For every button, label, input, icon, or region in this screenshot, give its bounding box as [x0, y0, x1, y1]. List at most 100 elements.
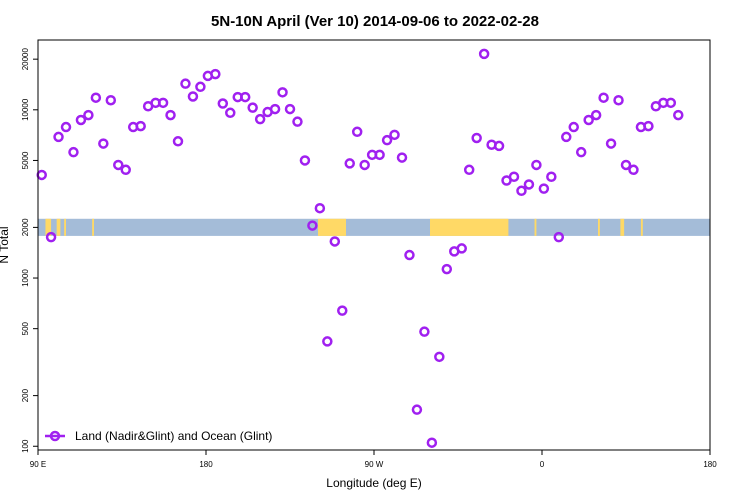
data-point	[165, 109, 176, 121]
y-axis-ticks: 100 200 500 1000 2000 5000 10000 20000	[21, 47, 38, 453]
data-point	[665, 97, 677, 109]
data-point	[546, 171, 557, 183]
land-segment	[92, 218, 94, 236]
data-point	[456, 243, 467, 254]
land-segment	[45, 218, 52, 236]
data-point	[351, 126, 363, 138]
data-point	[411, 404, 423, 415]
data-point	[254, 113, 266, 125]
data-point	[187, 91, 199, 102]
land-segment	[620, 218, 625, 236]
land-segment	[430, 218, 509, 236]
data-point	[605, 138, 617, 149]
data-point	[434, 351, 445, 363]
data-point	[75, 114, 87, 126]
y-tick-label: 2000	[21, 218, 30, 236]
data-point	[598, 92, 609, 103]
data-point	[628, 164, 639, 176]
y-tick-label: 10000	[21, 98, 30, 121]
land-segment	[598, 218, 600, 236]
data-point	[419, 326, 430, 337]
x-tick-label: 0	[540, 460, 545, 469]
x-tick-label: 90 E	[30, 460, 46, 469]
data-point	[337, 305, 348, 316]
land-segment	[640, 218, 643, 236]
data-point	[613, 94, 624, 106]
data-point	[538, 183, 550, 194]
data-point	[180, 78, 191, 89]
x-tick-label: 90 W	[365, 460, 384, 469]
data-point	[508, 171, 520, 183]
data-point	[195, 81, 206, 93]
data-point	[307, 220, 318, 231]
y-tick-label: 100	[21, 439, 30, 453]
legend-label: Land (Nadir&Glint) and Ocean (Glint)	[75, 429, 272, 443]
ocean-band	[38, 218, 710, 236]
data-point	[396, 152, 408, 163]
data-point	[284, 103, 296, 115]
data-point	[314, 202, 326, 214]
data-point	[471, 132, 482, 144]
data-point	[643, 120, 654, 132]
data-point	[322, 336, 333, 347]
data-point	[83, 109, 94, 121]
data-point	[135, 120, 146, 132]
data-point	[68, 146, 79, 158]
y-tick-label: 1000	[21, 269, 30, 287]
data-point	[374, 149, 385, 161]
data-point	[441, 263, 453, 275]
data-point	[60, 121, 72, 133]
data-point	[225, 107, 236, 119]
x-tick-label: 180	[703, 460, 717, 469]
data-point	[53, 131, 64, 143]
legend-marker	[49, 430, 61, 442]
x-axis-ticks: 90 E 180 90 W 0 180	[30, 450, 717, 469]
land-segment	[318, 218, 346, 236]
data-point	[45, 231, 57, 243]
chart-title: 5N-10N April (Ver 10) 2014-09-06 to 2022…	[211, 13, 539, 30]
data-point	[516, 185, 527, 197]
data-point	[292, 116, 303, 127]
legend: Land (Nadir&Glint) and Ocean (Glint)	[45, 429, 272, 443]
data-point	[172, 136, 184, 147]
data-point	[673, 109, 684, 121]
y-tick-label: 5000	[21, 151, 30, 169]
land-segment	[56, 218, 61, 236]
y-tick-label: 200	[21, 388, 30, 402]
data-point	[620, 159, 632, 171]
data-point	[247, 102, 258, 113]
data-point	[239, 91, 251, 103]
data-point	[277, 87, 288, 98]
data-point	[568, 121, 579, 133]
data-point	[478, 48, 490, 60]
data-point	[575, 146, 587, 158]
data-points	[36, 48, 684, 448]
data-point	[299, 155, 311, 166]
y-tick-label: 500	[21, 321, 30, 335]
data-point	[120, 164, 131, 176]
y-axis-label: N Total	[0, 226, 11, 263]
land-segment	[64, 218, 66, 236]
data-point	[98, 138, 109, 149]
data-point	[113, 159, 124, 171]
data-point	[561, 131, 572, 143]
data-point	[329, 236, 341, 247]
data-point	[359, 159, 370, 171]
data-point	[404, 249, 415, 261]
data-point	[269, 103, 281, 115]
data-point	[531, 159, 542, 171]
data-point	[426, 437, 438, 448]
data-point	[210, 68, 221, 80]
data-point	[583, 114, 594, 126]
plot-frame	[37, 39, 711, 451]
data-point	[217, 98, 229, 109]
land-segment	[534, 218, 537, 236]
data-point	[90, 92, 102, 103]
data-point	[344, 158, 355, 169]
x-tick-label: 180	[199, 460, 213, 469]
data-point	[36, 169, 47, 181]
data-point	[553, 231, 565, 243]
background-band	[38, 218, 710, 236]
y-tick-label: 20000	[21, 47, 30, 70]
